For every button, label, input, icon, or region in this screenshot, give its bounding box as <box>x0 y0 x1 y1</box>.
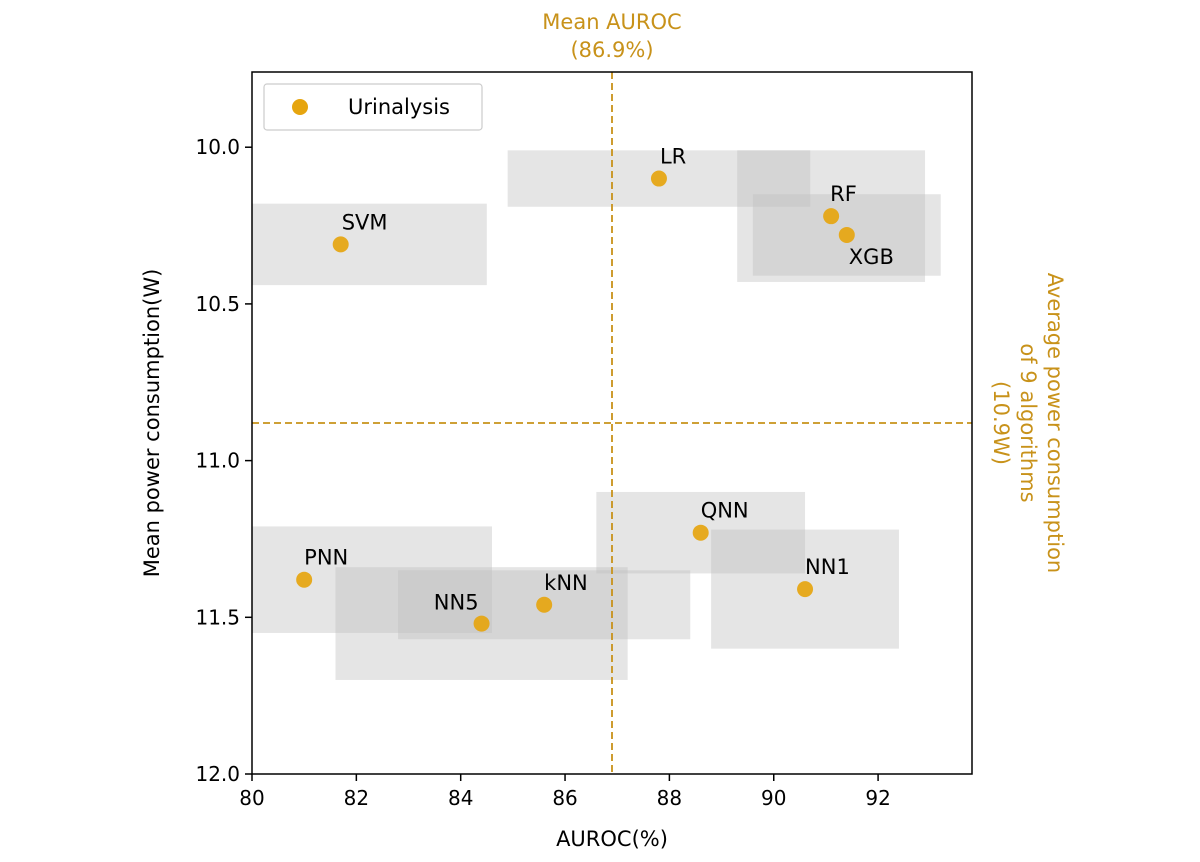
reference-lines <box>252 72 972 774</box>
legend: Urinalysis <box>263 83 483 131</box>
point-lr <box>650 170 667 187</box>
y-tick-label: 11.5 <box>195 605 240 629</box>
legend-box <box>263 83 483 131</box>
point-nn1 <box>797 581 814 598</box>
mean-auroc-label: Mean AUROC (86.9%) <box>542 10 681 62</box>
y-tick-label: 10.0 <box>195 135 240 159</box>
point-label-pnn: PNN <box>304 546 348 570</box>
x-tick-label: 90 <box>761 786 786 810</box>
x-axis-ticks: 80 82 84 86 88 90 92 <box>239 774 891 810</box>
point-svm <box>332 236 349 253</box>
point-label-nn1: NN1 <box>805 555 850 579</box>
point-label-knn: kNN <box>544 571 588 595</box>
point-label-svm: SVM <box>342 210 388 234</box>
avg-power-label: Average power consumption of 9 algorithm… <box>989 273 1067 573</box>
point-pnn <box>296 571 313 588</box>
point-label-xgb: XGB <box>849 245 894 269</box>
point-label-qnn: QNN <box>701 499 749 523</box>
y-tick-label: 12.0 <box>195 762 240 786</box>
y-axis-ticks: 10.0 10.5 11.0 11.5 12.0 <box>195 135 252 786</box>
avg-power-label-line-2: of 9 algorithms <box>1016 343 1040 502</box>
x-tick-label: 86 <box>552 786 577 810</box>
point-labels: SVM LR RF XGB QNN NN1 PNN kNN NN5 <box>304 145 894 615</box>
x-tick-label: 92 <box>865 786 890 810</box>
x-tick-label: 84 <box>448 786 473 810</box>
point-knn <box>536 596 553 613</box>
point-nn5 <box>473 615 490 632</box>
avg-power-label-line-1: Average power consumption <box>1043 273 1067 573</box>
mean-auroc-label-line-2: (86.9%) <box>570 38 653 62</box>
legend-label-urinalysis: Urinalysis <box>348 95 450 119</box>
point-label-nn5: NN5 <box>434 591 479 615</box>
x-tick-label: 80 <box>239 786 264 810</box>
point-xgb <box>838 226 855 243</box>
error-box-pnn <box>252 526 492 633</box>
point-label-lr: LR <box>660 145 686 169</box>
data-points <box>296 170 855 632</box>
y-tick-label: 11.0 <box>195 449 240 473</box>
y-axis-label: Mean power consumption(W) <box>140 269 164 578</box>
point-label-rf: RF <box>830 182 857 206</box>
point-rf <box>823 208 840 225</box>
avg-power-label-line-3: (10.9W) <box>989 381 1013 465</box>
y-tick-label: 10.5 <box>195 292 240 316</box>
plot-area-frame <box>251 71 973 775</box>
mean-auroc-label-line-1: Mean AUROC <box>542 10 681 34</box>
point-qnn <box>692 524 709 541</box>
x-tick-label: 88 <box>657 786 682 810</box>
error-box-svm <box>252 203 487 286</box>
x-axis-label: AUROC(%) <box>556 827 668 851</box>
legend-marker-urinalysis <box>292 99 308 115</box>
x-tick-label: 82 <box>344 786 369 810</box>
